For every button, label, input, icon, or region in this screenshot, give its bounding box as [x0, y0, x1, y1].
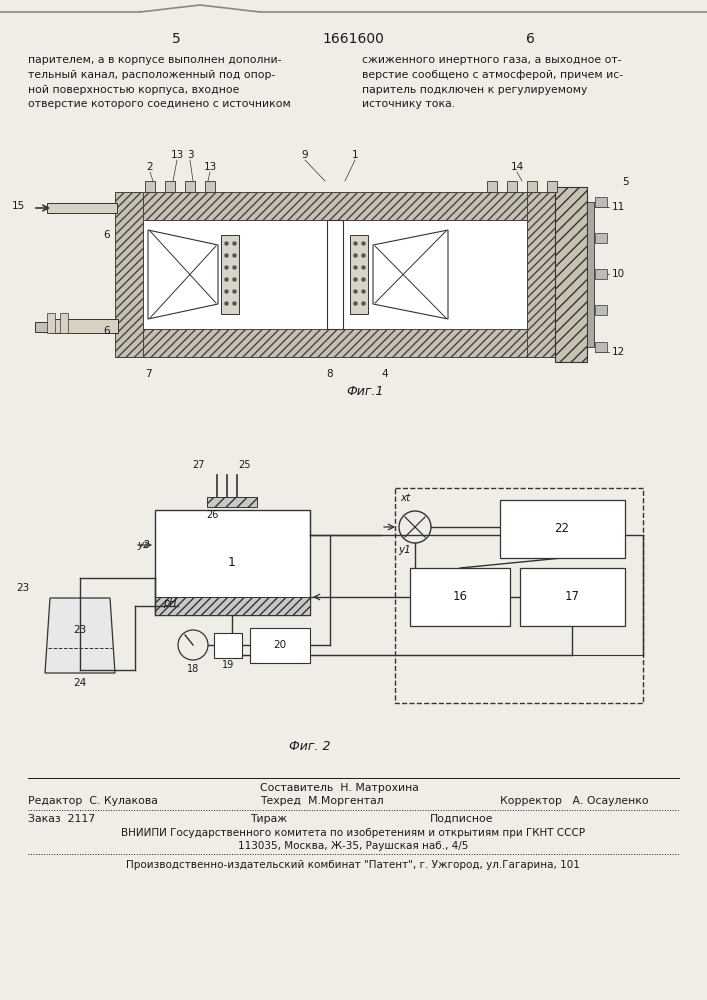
Bar [35, 322, 53, 332]
Text: xt: xt [400, 493, 410, 503]
Bar [205, 181, 215, 192]
Text: 14: 14 [510, 162, 524, 172]
Text: ВНИИПИ Государственного комитета по изобретениям и открытиям при ГКНТ СССР: ВНИИПИ Государственного комитета по изоб… [121, 828, 585, 838]
Bar [595, 305, 607, 315]
Bar [155, 510, 310, 615]
Text: 6: 6 [103, 326, 110, 336]
Text: Составитель  Н. Матрохина: Составитель Н. Матрохина [260, 783, 419, 793]
Text: 10: 10 [612, 269, 625, 279]
Bar [185, 181, 195, 192]
Text: 20: 20 [274, 640, 286, 650]
Text: 16: 16 [452, 590, 467, 603]
Bar [520, 568, 625, 626]
Text: Редактор  С. Кулакова: Редактор С. Кулакова [28, 796, 158, 806]
Text: Корректор   А. Осауленко: Корректор А. Осауленко [500, 796, 648, 806]
Text: 12: 12 [612, 347, 625, 357]
Bar [214, 633, 242, 658]
Text: Подписное: Подписное [430, 814, 493, 824]
Bar [50, 319, 118, 333]
Bar [500, 500, 625, 558]
Text: 11: 11 [612, 202, 625, 212]
Bar [527, 192, 555, 357]
Text: 2: 2 [146, 162, 153, 172]
Text: 24: 24 [74, 678, 87, 688]
Polygon shape [45, 598, 115, 673]
Text: у2: у2 [137, 540, 150, 550]
Bar [221, 235, 239, 314]
Bar [155, 597, 310, 615]
Bar [595, 342, 607, 352]
Text: 26: 26 [206, 510, 218, 520]
Text: 18: 18 [187, 664, 199, 674]
Text: 13: 13 [170, 150, 184, 160]
Bar [60, 313, 68, 333]
Text: 6: 6 [525, 32, 534, 46]
Bar [143, 220, 527, 329]
Text: 1: 1 [351, 150, 358, 160]
Bar [250, 628, 310, 663]
Text: 1: 1 [228, 556, 236, 568]
Bar [595, 269, 607, 279]
Text: у1: у1 [399, 545, 411, 555]
Bar [587, 202, 594, 347]
Bar [555, 187, 587, 362]
Text: Заказ  2117: Заказ 2117 [28, 814, 95, 824]
Text: 15: 15 [12, 201, 25, 211]
Text: 113035, Москва, Ж-35, Раушская наб., 4/5: 113035, Москва, Ж-35, Раушская наб., 4/5 [238, 841, 468, 851]
Text: 23: 23 [17, 583, 30, 593]
Polygon shape [148, 230, 218, 319]
Text: сжиженного инертного газа, а выходное от-
верстие сообщено с атмосферой, причем : сжиженного инертного газа, а выходное от… [362, 55, 623, 109]
Bar [115, 192, 143, 357]
Bar [395, 488, 643, 703]
Bar [47, 313, 55, 333]
Bar [207, 497, 257, 507]
Polygon shape [373, 230, 448, 319]
Bar [547, 181, 557, 192]
Bar [145, 181, 155, 192]
Bar [115, 329, 555, 357]
Text: 1661600: 1661600 [322, 32, 384, 46]
Bar [595, 197, 607, 207]
Text: Техред  М.Моргентал: Техред М.Моргентал [260, 796, 384, 806]
Text: Тираж: Тираж [250, 814, 287, 824]
Text: 23: 23 [74, 625, 87, 635]
Bar [47, 203, 117, 213]
Text: 3: 3 [187, 150, 193, 160]
Text: 25: 25 [239, 460, 251, 470]
Text: 4: 4 [382, 369, 388, 379]
Text: Фиг.1: Фиг.1 [346, 385, 384, 398]
Text: 5: 5 [172, 32, 180, 46]
Text: 13: 13 [204, 162, 216, 172]
Bar [115, 192, 555, 220]
Bar [507, 181, 517, 192]
Bar [595, 233, 607, 243]
Bar [527, 181, 537, 192]
Bar [165, 181, 175, 192]
Text: Производственно-издательский комбинат "Патент", г. Ужгород, ул.Гагарина, 101: Производственно-издательский комбинат "П… [126, 860, 580, 870]
Text: 5: 5 [622, 177, 629, 187]
Text: 9: 9 [302, 150, 308, 160]
Text: 27: 27 [193, 460, 205, 470]
Text: парителем, а в корпусе выполнен дополни-
тельный канал, расположенный под опор-
: парителем, а в корпусе выполнен дополни-… [28, 55, 291, 109]
Text: 7: 7 [145, 369, 151, 379]
Text: Фиг. 2: Фиг. 2 [289, 740, 331, 753]
Text: 6: 6 [103, 230, 110, 240]
Text: 19: 19 [222, 660, 234, 670]
Bar [327, 220, 343, 329]
Bar [487, 181, 497, 192]
Text: 8: 8 [327, 369, 333, 379]
Text: 22: 22 [554, 522, 570, 536]
Bar [350, 235, 368, 314]
Text: 17: 17 [564, 590, 580, 603]
Bar [410, 568, 510, 626]
Text: pH: pH [163, 598, 177, 608]
